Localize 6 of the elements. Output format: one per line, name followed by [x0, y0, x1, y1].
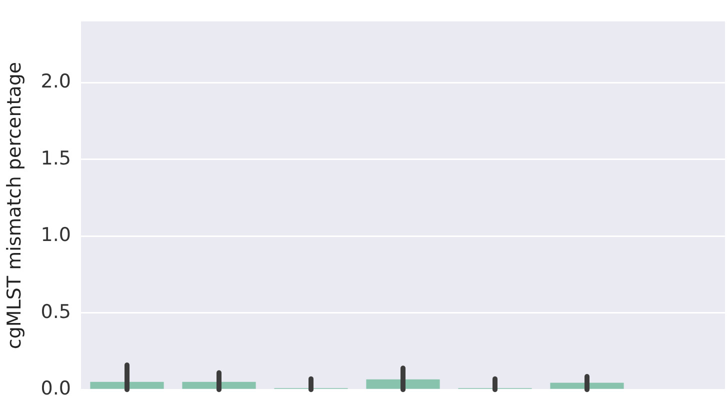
- y-tick-label: 2.0: [40, 70, 72, 93]
- y-axis-title: cgMLST mismatch percentage: [3, 62, 26, 350]
- y-tick-label: 1.5: [40, 147, 72, 170]
- y-tick-label: 1.0: [40, 224, 72, 246]
- y-tick-label: 0.0: [40, 378, 72, 400]
- y-tick-label: 0.5: [40, 300, 72, 323]
